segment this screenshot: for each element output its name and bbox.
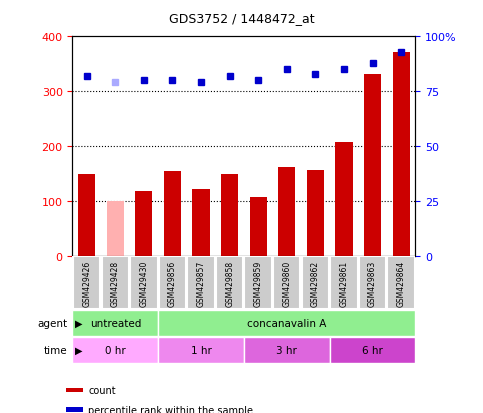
Text: time: time <box>44 345 68 355</box>
Text: GSM429858: GSM429858 <box>225 260 234 306</box>
FancyBboxPatch shape <box>302 256 329 309</box>
FancyBboxPatch shape <box>159 256 186 309</box>
Bar <box>221 175 238 256</box>
Bar <box>164 172 181 256</box>
FancyBboxPatch shape <box>130 256 157 309</box>
Text: GSM429864: GSM429864 <box>397 260 406 306</box>
Text: GSM429859: GSM429859 <box>254 260 263 306</box>
Text: GSM429856: GSM429856 <box>168 260 177 306</box>
Text: 6 hr: 6 hr <box>362 345 383 355</box>
Text: untreated: untreated <box>90 318 141 328</box>
Text: 3 hr: 3 hr <box>276 345 297 355</box>
FancyBboxPatch shape <box>330 337 415 363</box>
FancyBboxPatch shape <box>273 256 300 309</box>
Bar <box>135 192 153 256</box>
Bar <box>67 387 83 392</box>
Text: GSM429426: GSM429426 <box>82 260 91 306</box>
Bar <box>250 197 267 256</box>
FancyBboxPatch shape <box>216 256 243 309</box>
Bar <box>193 190 210 256</box>
Bar <box>278 167 296 256</box>
Bar <box>67 407 83 412</box>
Bar <box>364 74 381 256</box>
Text: GSM429428: GSM429428 <box>111 260 120 306</box>
Bar <box>107 202 124 256</box>
FancyBboxPatch shape <box>330 256 357 309</box>
Text: count: count <box>88 385 116 395</box>
FancyBboxPatch shape <box>158 337 244 363</box>
Text: ▶: ▶ <box>75 318 83 328</box>
FancyBboxPatch shape <box>158 310 415 336</box>
Text: percentile rank within the sample: percentile rank within the sample <box>88 405 253 413</box>
FancyBboxPatch shape <box>244 337 330 363</box>
Bar <box>393 52 410 256</box>
Text: GSM429860: GSM429860 <box>282 260 291 306</box>
Text: 1 hr: 1 hr <box>191 345 212 355</box>
FancyBboxPatch shape <box>72 337 158 363</box>
Text: GDS3752 / 1448472_at: GDS3752 / 1448472_at <box>169 12 314 25</box>
Text: GSM429863: GSM429863 <box>368 260 377 306</box>
Text: GSM429862: GSM429862 <box>311 260 320 306</box>
Text: agent: agent <box>38 318 68 328</box>
Bar <box>307 170 324 256</box>
Text: 0 hr: 0 hr <box>105 345 126 355</box>
Text: GSM429861: GSM429861 <box>340 260 348 306</box>
FancyBboxPatch shape <box>101 256 129 309</box>
Bar <box>78 175 95 256</box>
FancyBboxPatch shape <box>244 256 272 309</box>
Text: ▶: ▶ <box>75 345 83 355</box>
FancyBboxPatch shape <box>187 256 215 309</box>
Text: concanavalin A: concanavalin A <box>247 318 327 328</box>
Text: GSM429857: GSM429857 <box>197 260 206 306</box>
Bar <box>335 143 353 256</box>
Text: GSM429430: GSM429430 <box>140 260 148 306</box>
FancyBboxPatch shape <box>359 256 386 309</box>
FancyBboxPatch shape <box>73 256 100 309</box>
FancyBboxPatch shape <box>72 310 158 336</box>
FancyBboxPatch shape <box>387 256 415 309</box>
